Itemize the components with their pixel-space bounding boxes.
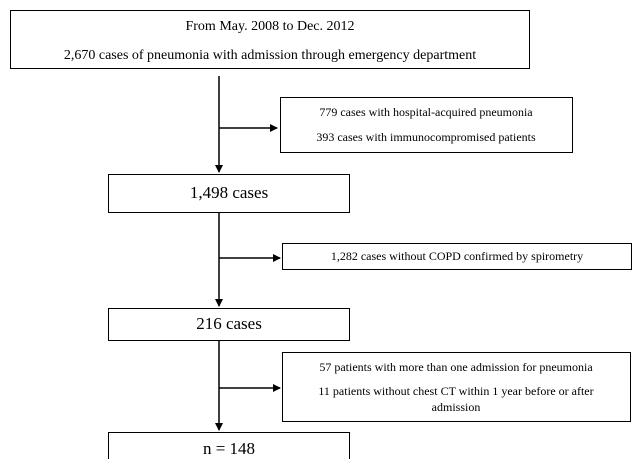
exclusion-text: 57 patients with more than one admission… (319, 360, 593, 374)
exclusion-box (280, 97, 573, 153)
node-box (10, 10, 530, 69)
node-text: From May. 2008 to Dec. 2012 (185, 19, 354, 34)
exclusion-box (282, 352, 631, 422)
node-box (108, 308, 350, 341)
exclusion-text: 393 cases with immunocompromised patient… (316, 130, 536, 144)
node-text: 216 cases (196, 314, 262, 333)
node-text: 2,670 cases of pneumonia with admission … (64, 48, 476, 63)
node-text: n = 148 (203, 439, 255, 458)
node-text: 1,498 cases (190, 183, 268, 202)
node-box (108, 174, 350, 213)
exclusion-text: 779 cases with hospital-acquired pneumon… (319, 105, 533, 119)
node-box (108, 432, 350, 459)
exclusion-text: admission (432, 400, 481, 414)
exclusion-text: 1,282 cases without COPD confirmed by sp… (331, 249, 583, 263)
exclusion-text: 11 patients without chest CT within 1 ye… (318, 384, 593, 398)
exclusion-box (282, 243, 632, 270)
